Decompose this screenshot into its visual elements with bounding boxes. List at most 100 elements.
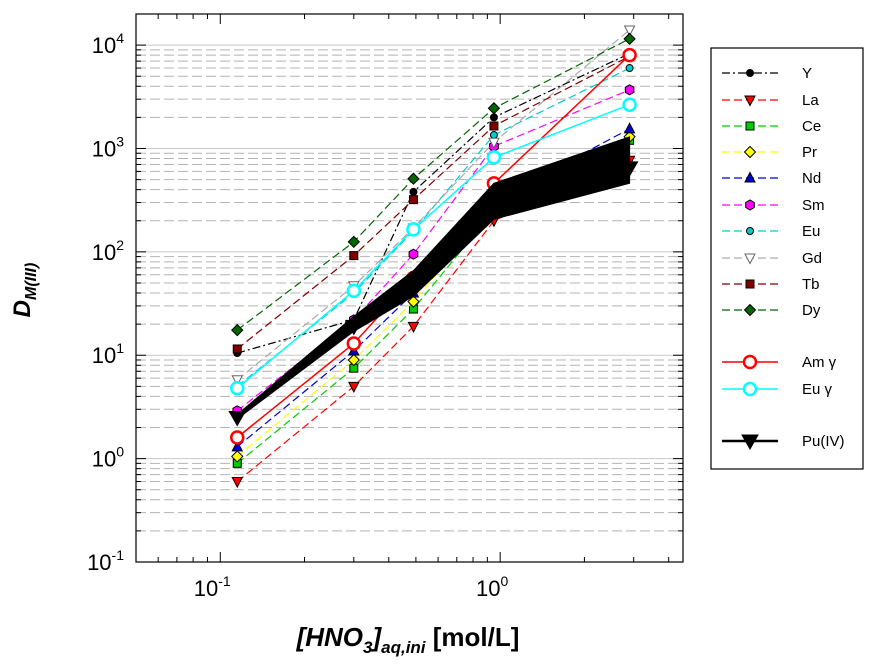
x-title-sub1: 3: [363, 638, 373, 657]
x-tick-label: 100: [476, 573, 508, 601]
data-point: [485, 200, 503, 217]
legend-item-12: Pu(IV): [722, 433, 845, 451]
data-point: [347, 353, 361, 367]
legend-label: La: [802, 92, 819, 109]
legend-item-8: Tb: [722, 276, 820, 293]
legend-label: Pr: [802, 144, 817, 161]
x-tick-label: 10-1: [194, 573, 231, 601]
y-tick-label-base: 10: [92, 343, 116, 368]
series-line: [236, 54, 631, 439]
plot-frame: [135, 13, 684, 563]
data-point: [746, 227, 754, 235]
data-point: [623, 122, 636, 134]
series-12: [228, 136, 639, 427]
data-point: [741, 434, 759, 451]
data-point: [349, 251, 359, 261]
data-point: [746, 69, 754, 77]
data-point: [346, 336, 362, 351]
legend-label: Gd: [802, 250, 822, 267]
x-tick-label-base: 10: [194, 576, 218, 601]
data-point: [488, 137, 500, 149]
x-title-mid: ]: [369, 622, 382, 652]
data-point: [623, 25, 636, 37]
data-point: [624, 84, 635, 96]
y-tick-label-base: 10: [92, 447, 116, 472]
data-point: [231, 323, 244, 337]
x-axis-title: [HNO3]aq,ini [mol/L]: [296, 622, 520, 657]
data-point: [487, 102, 501, 115]
data-point: [743, 145, 757, 159]
data-point: [231, 440, 244, 452]
data-point: [232, 344, 242, 354]
y-tick-label-exp: 1: [116, 340, 124, 356]
x-title-post: [mol/L]: [426, 622, 520, 652]
series-line: [236, 136, 631, 421]
data-point: [745, 279, 755, 289]
data-point: [228, 410, 247, 427]
y-tick-label-exp: 0: [116, 444, 124, 460]
data-point: [408, 195, 418, 205]
series-layer: [228, 25, 639, 489]
y-tick-label: 101: [92, 340, 124, 368]
legend-label: Y: [802, 65, 812, 82]
data-point: [407, 321, 420, 334]
y-tick-label-exp: 3: [116, 133, 124, 149]
y-tick-label-exp: -1: [112, 547, 125, 563]
data-point: [744, 253, 756, 265]
legend-item-11: Eu γ: [722, 381, 833, 398]
legend-label: Eu: [802, 223, 820, 240]
y-tick-label-base: 10: [92, 240, 116, 265]
legend-item-5: Sm: [722, 197, 825, 214]
series-1: [231, 155, 636, 489]
y-tick-label-exp: 4: [116, 30, 124, 46]
data-point: [347, 381, 360, 393]
data-point: [231, 375, 244, 387]
y-title-sub: M(III): [23, 263, 40, 300]
data-point: [344, 319, 363, 336]
legend-label: Tb: [802, 276, 820, 293]
data-point: [406, 222, 421, 237]
legend-item-3: Pr: [722, 144, 817, 161]
data-point: [620, 161, 639, 177]
legend-item-6: Eu: [722, 223, 820, 240]
data-point: [743, 303, 757, 317]
y-tick-label: 103: [92, 133, 124, 161]
y-tick-label-base: 10: [92, 136, 116, 161]
x-tick-label-exp: 0: [501, 573, 509, 589]
y-tick-label: 102: [92, 237, 124, 265]
data-point: [347, 235, 361, 249]
legend-label: Eu γ: [802, 381, 833, 398]
data-point: [742, 381, 758, 397]
x-title-sub2: aq,ini: [381, 638, 427, 657]
series-line: [236, 104, 630, 389]
data-point: [409, 187, 418, 196]
y-tick-label-exp: 2: [116, 237, 124, 253]
data-point: [745, 199, 755, 211]
data-point: [623, 32, 636, 46]
data-point: [486, 150, 502, 165]
legend-label: Nd: [802, 170, 821, 187]
data-point: [745, 121, 755, 131]
legend-item-10: Am γ: [722, 354, 837, 371]
data-point: [489, 121, 499, 131]
legend-label: Dy: [802, 302, 821, 319]
data-point: [625, 64, 634, 73]
series-line: [237, 52, 630, 354]
data-point: [407, 295, 420, 308]
y-tick-label: 10-1: [87, 547, 124, 575]
data-point: [404, 281, 423, 297]
y-tick-label: 104: [92, 30, 124, 58]
data-point: [742, 354, 758, 370]
series-10: [229, 47, 637, 445]
data-point: [489, 131, 498, 140]
legend-item-1: La: [722, 92, 819, 109]
series-line: [236, 159, 630, 483]
series-line: [236, 29, 630, 381]
data-point: [622, 97, 637, 112]
legend: Y La Ce Pr Nd Sm Eu Gd Tb Dy Am γ Eu γ Pu(IV): [710, 47, 864, 470]
legend-item-2: Ce: [722, 118, 821, 135]
data-point: [231, 450, 244, 463]
legend-item-0: Y: [722, 65, 812, 82]
legend-label: Am γ: [802, 354, 837, 371]
